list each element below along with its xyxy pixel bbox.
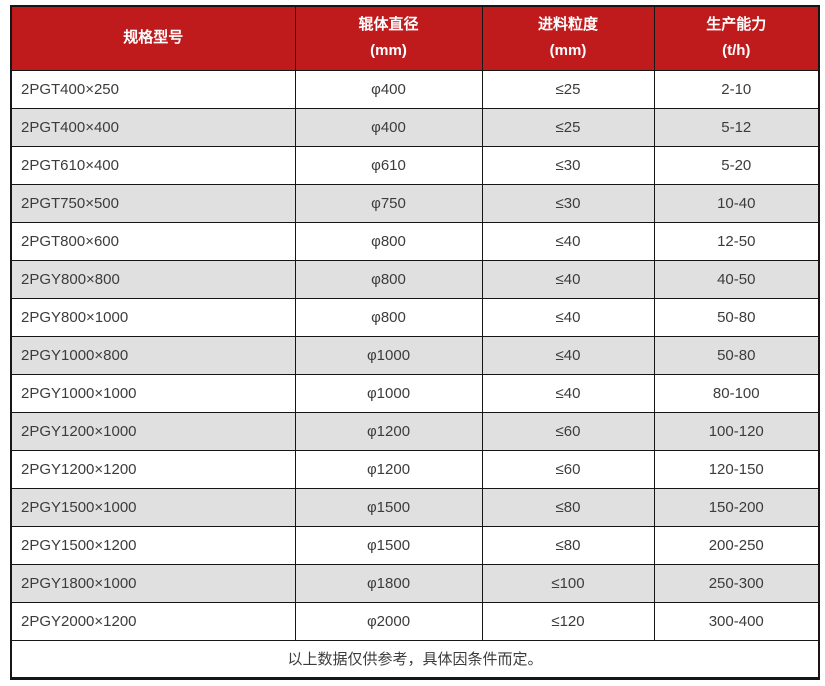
table-row: 2PGY1800×1000 φ1800 ≤100 250-300 — [10, 563, 820, 603]
table-row: 2PGT800×600 φ800 ≤40 12-50 — [10, 221, 820, 261]
capacity-cell: 5-20 — [653, 145, 820, 185]
capacity-cell: 10-40 — [653, 183, 820, 223]
table-row: 2PGT400×250 φ400 ≤25 2-10 — [10, 69, 820, 109]
table-row: 2PGT400×400 φ400 ≤25 5-12 — [10, 107, 820, 147]
col-header-roller-diameter: 辊体直径 (mm) — [294, 5, 483, 71]
feed-size-cell: ≤40 — [481, 259, 655, 299]
table-row: 2PGT750×500 φ750 ≤30 10-40 — [10, 183, 820, 223]
table-row: 2PGY2000×1200 φ2000 ≤120 300-400 — [10, 601, 820, 641]
capacity-cell: 150-200 — [653, 487, 820, 527]
model-cell: 2PGY2000×1200 — [10, 601, 296, 641]
model-cell: 2PGY1800×1000 — [10, 563, 296, 603]
diameter-cell: φ800 — [294, 297, 483, 337]
diameter-cell: φ800 — [294, 221, 483, 261]
table-row: 2PGY1000×800 φ1000 ≤40 50-80 — [10, 335, 820, 375]
col-header-capacity: 生产能力 (t/h) — [653, 5, 820, 71]
capacity-cell: 200-250 — [653, 525, 820, 565]
capacity-cell: 2-10 — [653, 69, 820, 109]
table-header: 规格型号 辊体直径 (mm) 进料粒度 (mm) 生产能力 (t/h) — [10, 5, 820, 71]
table-row: 2PGY1500×1000 φ1500 ≤80 150-200 — [10, 487, 820, 527]
diameter-cell: φ400 — [294, 69, 483, 109]
table-row: 2PGY800×800 φ800 ≤40 40-50 — [10, 259, 820, 299]
table-row: 2PGY1500×1200 φ1500 ≤80 200-250 — [10, 525, 820, 565]
diameter-cell: φ1500 — [294, 525, 483, 565]
capacity-cell: 12-50 — [653, 221, 820, 261]
diameter-cell: φ1200 — [294, 411, 483, 451]
feed-size-cell: ≤60 — [481, 411, 655, 451]
feed-size-cell: ≤25 — [481, 69, 655, 109]
diameter-cell: φ400 — [294, 107, 483, 147]
diameter-cell: φ2000 — [294, 601, 483, 641]
table-footer: 以上数据仅供参考，具体因条件而定。 — [10, 639, 820, 679]
spec-table: 规格型号 辊体直径 (mm) 进料粒度 (mm) 生产能力 (t/h) 2PGT… — [10, 5, 820, 680]
model-cell: 2PGT400×400 — [10, 107, 296, 147]
diameter-cell: φ1000 — [294, 335, 483, 375]
feed-size-cell: ≤80 — [481, 487, 655, 527]
diameter-cell: φ610 — [294, 145, 483, 185]
capacity-cell: 300-400 — [653, 601, 820, 641]
feed-size-cell: ≤40 — [481, 297, 655, 337]
table-row: 2PGY1000×1000 φ1000 ≤40 80-100 — [10, 373, 820, 413]
model-cell: 2PGY1000×1000 — [10, 373, 296, 413]
diameter-cell: φ1800 — [294, 563, 483, 603]
diameter-cell: φ1200 — [294, 449, 483, 489]
feed-size-cell: ≤80 — [481, 525, 655, 565]
diameter-cell: φ800 — [294, 259, 483, 299]
table-body: 2PGT400×250 φ400 ≤25 2-10 2PGT400×400 φ400 ≤25… — [10, 69, 820, 641]
capacity-cell: 250-300 — [653, 563, 820, 603]
diameter-cell: φ750 — [294, 183, 483, 223]
model-cell: 2PGY1200×1000 — [10, 411, 296, 451]
capacity-cell: 80-100 — [653, 373, 820, 413]
capacity-cell: 120-150 — [653, 449, 820, 489]
model-cell: 2PGY1000×800 — [10, 335, 296, 375]
col-header-model: 规格型号 — [10, 5, 296, 71]
col-header-model-label: 规格型号 — [123, 29, 184, 47]
model-cell: 2PGT800×600 — [10, 221, 296, 261]
model-cell: 2PGT400×250 — [10, 69, 296, 109]
feed-size-cell: ≤60 — [481, 449, 655, 489]
feed-size-cell: ≤120 — [481, 601, 655, 641]
model-cell: 2PGY800×1000 — [10, 297, 296, 337]
capacity-cell: 5-12 — [653, 107, 820, 147]
feed-size-cell: ≤30 — [481, 183, 655, 223]
footnote-row: 以上数据仅供参考，具体因条件而定。 — [10, 639, 820, 679]
spec-table-wrap: 规格型号 辊体直径 (mm) 进料粒度 (mm) 生产能力 (t/h) 2PGT… — [10, 5, 820, 680]
table-row: 2PGT610×400 φ610 ≤30 5-20 — [10, 145, 820, 185]
col-header-feed-size-label: 进料粒度 — [537, 16, 598, 33]
model-cell: 2PGT610×400 — [10, 145, 296, 185]
feed-size-cell: ≤40 — [481, 373, 655, 413]
col-header-roller-diameter-label: 辊体直径 — [358, 16, 419, 33]
col-header-feed-size: 进料粒度 (mm) — [481, 5, 655, 71]
model-cell: 2PGY1500×1200 — [10, 525, 296, 565]
capacity-cell: 40-50 — [653, 259, 820, 299]
feed-size-cell: ≤30 — [481, 145, 655, 185]
col-header-capacity-label: 生产能力 — [706, 16, 767, 33]
col-header-capacity-unit: (t/h) — [722, 42, 751, 60]
table-row: 2PGY1200×1200 φ1200 ≤60 120-150 — [10, 449, 820, 489]
feed-size-cell: ≤100 — [481, 563, 655, 603]
feed-size-cell: ≤25 — [481, 107, 655, 147]
diameter-cell: φ1500 — [294, 487, 483, 527]
col-header-feed-size-unit: (mm) — [549, 42, 587, 60]
model-cell: 2PGY1200×1200 — [10, 449, 296, 489]
table-row: 2PGY800×1000 φ800 ≤40 50-80 — [10, 297, 820, 337]
diameter-cell: φ1000 — [294, 373, 483, 413]
feed-size-cell: ≤40 — [481, 335, 655, 375]
model-cell: 2PGY800×800 — [10, 259, 296, 299]
model-cell: 2PGT750×500 — [10, 183, 296, 223]
table-row: 2PGY1200×1000 φ1200 ≤60 100-120 — [10, 411, 820, 451]
footnote: 以上数据仅供参考，具体因条件而定。 — [10, 639, 820, 679]
col-header-roller-diameter-unit: (mm) — [370, 42, 407, 60]
capacity-cell: 50-80 — [653, 297, 820, 337]
feed-size-cell: ≤40 — [481, 221, 655, 261]
model-cell: 2PGY1500×1000 — [10, 487, 296, 527]
capacity-cell: 100-120 — [653, 411, 820, 451]
capacity-cell: 50-80 — [653, 335, 820, 375]
header-row: 规格型号 辊体直径 (mm) 进料粒度 (mm) 生产能力 (t/h) — [10, 5, 820, 71]
